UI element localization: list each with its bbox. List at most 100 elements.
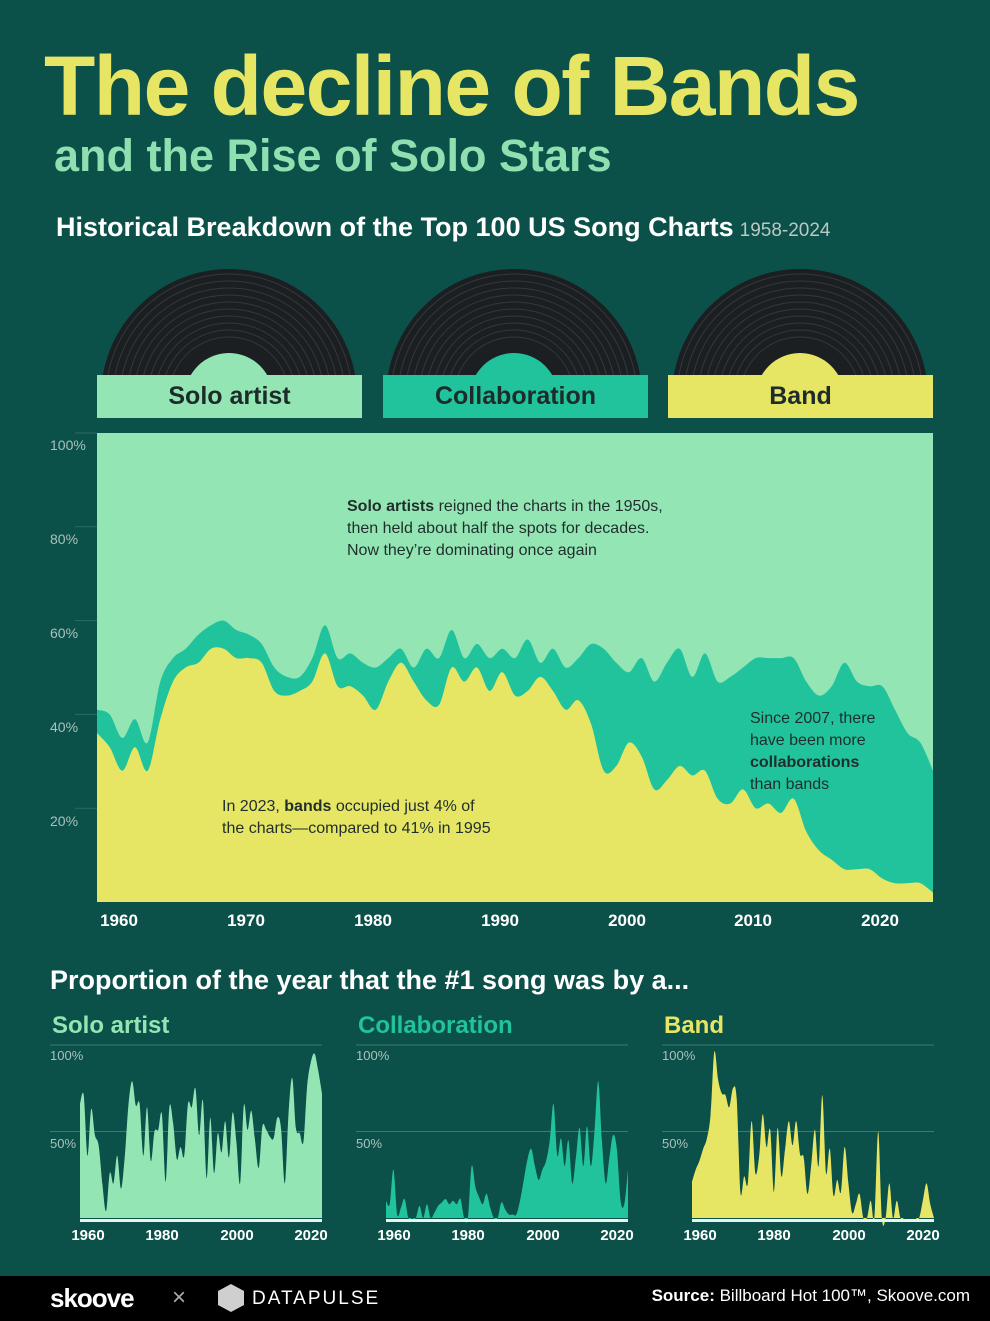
datapulse-logo-icon (218, 1284, 244, 1312)
band-area (97, 647, 933, 902)
mini-area-collaboration (386, 1081, 628, 1223)
annotation-bold: collaborations (750, 754, 860, 771)
mini-area-solo-artist (80, 1053, 322, 1218)
vinyl-groove (457, 336, 571, 375)
x-tick-label: 2020 (861, 911, 899, 930)
source-label: Source: (651, 1286, 715, 1305)
x-tick-label: 1960 (71, 1227, 105, 1244)
legend-band: Band (668, 375, 933, 418)
x-tick-label: 2000 (526, 1227, 560, 1244)
x-tick-label: 2020 (294, 1227, 328, 1244)
annotation-band: In 2023, bands occupied just 4% of the c… (222, 796, 491, 840)
mini-area-charts (50, 1044, 934, 1226)
y-tick-label: 50% (662, 1136, 689, 1151)
vinyl-groove (406, 287, 622, 375)
vinyl-groove (692, 287, 908, 375)
vinyl-groove (121, 287, 337, 375)
mini-area-band (692, 1051, 934, 1226)
x-tick-label: 2020 (600, 1227, 634, 1244)
cross-icon: × (172, 1284, 187, 1311)
skoove-logo: skoove (50, 1283, 135, 1313)
x-tick-label: 1990 (481, 911, 519, 930)
datapulse-logo: DATAPULSE (252, 1288, 381, 1309)
vinyl-disc (102, 269, 356, 375)
vinyl-groove (107, 273, 351, 375)
main-stacked-area-chart (75, 432, 933, 902)
x-tick-label: 1980 (354, 911, 392, 930)
chart-heading: Historical Breakdown of the Top 100 US S… (56, 212, 831, 243)
mini-baseline (692, 1219, 934, 1222)
vinyl-groove (428, 308, 600, 375)
vinyl-groove (721, 315, 879, 375)
y-tick-label: 100% (662, 1048, 696, 1063)
annotation-text: then held about half the spots for decad… (347, 520, 650, 537)
annotation-text: occupied just 4% of (331, 798, 475, 815)
x-tick-label: 2000 (220, 1227, 254, 1244)
mini-baseline (386, 1219, 628, 1222)
source-credit: Source: Billboard Hot 100™, Skoove.com (652, 1286, 970, 1306)
y-tick-label: 20% (50, 813, 79, 829)
vinyl-groove (413, 294, 615, 375)
x-tick-label: 1980 (145, 1227, 179, 1244)
vinyl-groove (435, 315, 593, 375)
legend-collaboration: Collaboration (383, 375, 648, 418)
vinyl-groove (678, 273, 922, 375)
vinyl-groove (172, 336, 286, 375)
x-tick-label: 2020 (906, 1227, 940, 1244)
page-subtitle: and the Rise of Solo Stars (54, 130, 612, 181)
vinyl-groove (699, 294, 901, 375)
x-tick-label: 1960 (100, 911, 138, 930)
vinyl-record-icon (100, 268, 358, 375)
annotation-text: Since 2007, there (750, 710, 876, 727)
x-tick-label: 2000 (608, 911, 646, 930)
vinyl-record-icon (385, 268, 643, 375)
source-text: Billboard Hot 100™, Skoove.com (714, 1286, 970, 1305)
vinyl-label (761, 353, 839, 375)
vinyl-groove (743, 336, 857, 375)
section-heading: Proportion of the year that the #1 song … (50, 965, 690, 995)
vinyl-label (475, 353, 553, 375)
vinyl-groove (707, 301, 893, 375)
annotation-text: In 2023, (222, 798, 285, 815)
vinyl-groove (165, 329, 293, 375)
vinyl-label (190, 353, 268, 375)
y-tick-label: 50% (50, 1136, 77, 1151)
chart-heading-text: Historical Breakdown of the Top 100 US S… (56, 212, 734, 242)
vinyl-groove (114, 280, 344, 375)
vinyl-groove (450, 329, 578, 375)
annotation-text: have been more (750, 732, 866, 749)
annotation-bold: bands (284, 798, 332, 815)
vinyl-groove (143, 308, 315, 375)
x-tick-label: 2000 (832, 1227, 866, 1244)
y-tick-label: 50% (356, 1136, 383, 1151)
annotation-text: Now they’re dominating once again (347, 542, 597, 559)
y-tick-label: 100% (356, 1048, 390, 1063)
vinyl-disc (387, 269, 641, 375)
vinyl-groove (421, 301, 607, 375)
y-tick-label: 40% (50, 719, 79, 735)
x-tick-label: 1980 (451, 1227, 485, 1244)
footer-bar: skoove × DATAPULSE (0, 1276, 990, 1321)
mini-baseline (80, 1219, 322, 1222)
vinyl-disc (673, 269, 927, 375)
x-tick-label: 1960 (683, 1227, 717, 1244)
vinyl-groove (442, 322, 586, 375)
vinyl-groove (399, 280, 629, 375)
vinyl-groove (128, 294, 330, 375)
x-tick-label: 2010 (734, 911, 772, 930)
x-tick-label: 1980 (757, 1227, 791, 1244)
y-tick-label: 100% (50, 1048, 84, 1063)
vinyl-record-icon (671, 268, 929, 375)
annotation-bold: Solo artists (347, 498, 435, 515)
chart-heading-range: 1958-2024 (739, 220, 831, 241)
y-tick-label: 80% (50, 531, 79, 547)
vinyl-groove (136, 301, 322, 375)
vinyl-groove (392, 273, 636, 375)
annotation-text: reigned the charts in the 1950s, (434, 498, 663, 515)
vinyl-groove (157, 322, 301, 375)
mini-chart-title: Band (664, 1012, 724, 1039)
annotation-collaboration: Since 2007, there have been more collabo… (750, 708, 875, 796)
annotation-text: the charts—compared to 41% in 1995 (222, 820, 491, 837)
legend-solo-artist: Solo artist (97, 375, 362, 418)
page-title: The decline of Bands (44, 39, 860, 133)
